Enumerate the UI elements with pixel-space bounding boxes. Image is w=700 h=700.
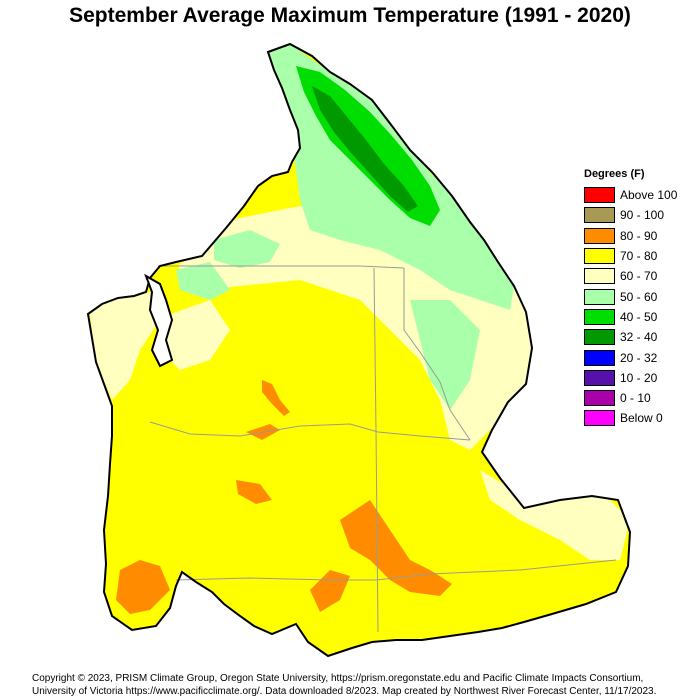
legend-title: Degrees (F)	[584, 168, 645, 180]
legend-swatch	[584, 329, 615, 346]
legend-label: 40 - 50	[620, 309, 658, 324]
map-legend: Degrees (F) Above 100 90 - 100 80 - 90 70 -…	[584, 168, 677, 429]
legend-item: 32 - 40	[584, 327, 677, 347]
legend-swatch	[584, 248, 615, 265]
legend-item: Below 0	[584, 408, 677, 428]
zone-50-60-west	[214, 230, 280, 268]
legend-swatch	[584, 410, 615, 427]
legend-swatch	[584, 349, 615, 366]
legend-swatch	[584, 308, 615, 325]
legend-item: 20 - 32	[584, 347, 677, 367]
zone-80-90-rogue	[116, 560, 170, 614]
legend-label: Below 0	[620, 411, 663, 426]
legend-label: 80 - 90	[620, 228, 658, 243]
legend-item: 60 - 70	[584, 266, 677, 286]
zone-50-60-blues	[410, 300, 480, 410]
puget-sound	[144, 273, 174, 368]
zone-80-90-yakima	[262, 380, 290, 416]
canada-border	[158, 265, 405, 269]
credits: Copyright © 2023, PRISM Climate Group, O…	[32, 672, 692, 698]
state-boundaries	[149, 265, 617, 633]
id-mt-border	[403, 268, 471, 441]
legend-label: Above 100	[620, 188, 678, 203]
wa-or-border	[149, 421, 471, 441]
legend-swatch	[584, 369, 615, 386]
legend-item: 50 - 60	[584, 286, 677, 306]
zone-80-90-snake	[340, 500, 452, 596]
legend-item: 10 - 20	[584, 368, 677, 388]
zone-80-90-deschutes	[236, 480, 272, 504]
legend-items: Above 100 90 - 100 80 - 90 70 - 80 60 - 70 50…	[584, 185, 677, 429]
credits-line-2: University of Victoria https://www.pacif…	[32, 686, 657, 697]
zone-32-40	[312, 86, 418, 212]
legend-label: 90 - 100	[620, 208, 665, 223]
legend-swatch	[584, 227, 615, 244]
zone-50-60-cascade	[176, 262, 230, 300]
legend-label: 70 - 80	[620, 249, 658, 264]
zone-60-70-sound	[160, 300, 230, 370]
legend-item: 70 - 80	[584, 246, 677, 266]
legend-label: 50 - 60	[620, 289, 658, 304]
legend-label: 0 - 10	[620, 391, 651, 406]
legend-swatch	[584, 288, 615, 305]
legend-label: 10 - 20	[620, 370, 658, 385]
legend-item: 90 - 100	[584, 205, 677, 225]
basin-outline	[86, 42, 632, 658]
legend-swatch	[584, 390, 615, 407]
zone-60-70-coast	[88, 292, 160, 400]
id-or-border	[373, 267, 379, 633]
legend-item: Above 100	[584, 185, 677, 205]
map-title: September Average Maximum Temperature (1…	[69, 4, 631, 27]
legend-item: 80 - 90	[584, 226, 677, 246]
legend-item: 0 - 10	[584, 388, 677, 408]
legend-label: 20 - 32	[620, 350, 658, 365]
credits-line-1: Copyright © 2023, PRISM Climate Group, O…	[32, 673, 644, 684]
legend-swatch	[584, 187, 615, 204]
or-nv-border	[175, 559, 617, 581]
legend-label: 60 - 70	[620, 269, 658, 284]
legend-label: 32 - 40	[620, 330, 658, 345]
legend-swatch	[584, 207, 615, 224]
legend-swatch	[584, 268, 615, 285]
legend-item: 40 - 50	[584, 307, 677, 327]
